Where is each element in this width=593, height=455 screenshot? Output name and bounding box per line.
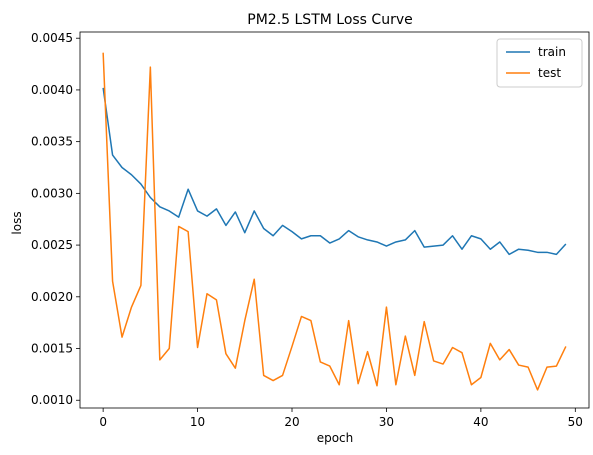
y-tick-label: 0.0030 xyxy=(31,186,73,200)
y-axis-label: loss xyxy=(10,211,24,234)
legend-label-train: train xyxy=(538,45,566,59)
series-line-train xyxy=(102,87,567,256)
x-axis-label: epoch xyxy=(317,431,354,445)
y-tick-label: 0.0040 xyxy=(31,83,73,97)
x-tick-label: 10 xyxy=(190,415,205,429)
chart-title: PM2.5 LSTM Loss Curve xyxy=(247,12,412,28)
legend-label-test: test xyxy=(538,66,561,80)
y-tick-label: 0.0010 xyxy=(31,393,73,407)
series-line-test xyxy=(102,52,567,391)
x-tick-label: 40 xyxy=(473,415,488,429)
y-tick-label: 0.0015 xyxy=(31,342,73,356)
x-tick-label: 50 xyxy=(568,415,583,429)
plot-area: 0 10 20 30 40 50 0.0010 0.0015 0.0020 0.0025 0.003… xyxy=(31,31,590,429)
plot-frame xyxy=(79,31,590,409)
x-tick-label: 30 xyxy=(379,415,394,429)
legend-box xyxy=(496,38,583,88)
x-tick-label: 0 xyxy=(99,415,107,429)
x-tick-label: 20 xyxy=(284,415,299,429)
y-tick-label: 0.0020 xyxy=(31,290,73,304)
y-tick-label: 0.0025 xyxy=(31,238,73,252)
y-tick-label: 0.0045 xyxy=(31,31,73,45)
y-tick-label: 0.0035 xyxy=(31,135,73,149)
